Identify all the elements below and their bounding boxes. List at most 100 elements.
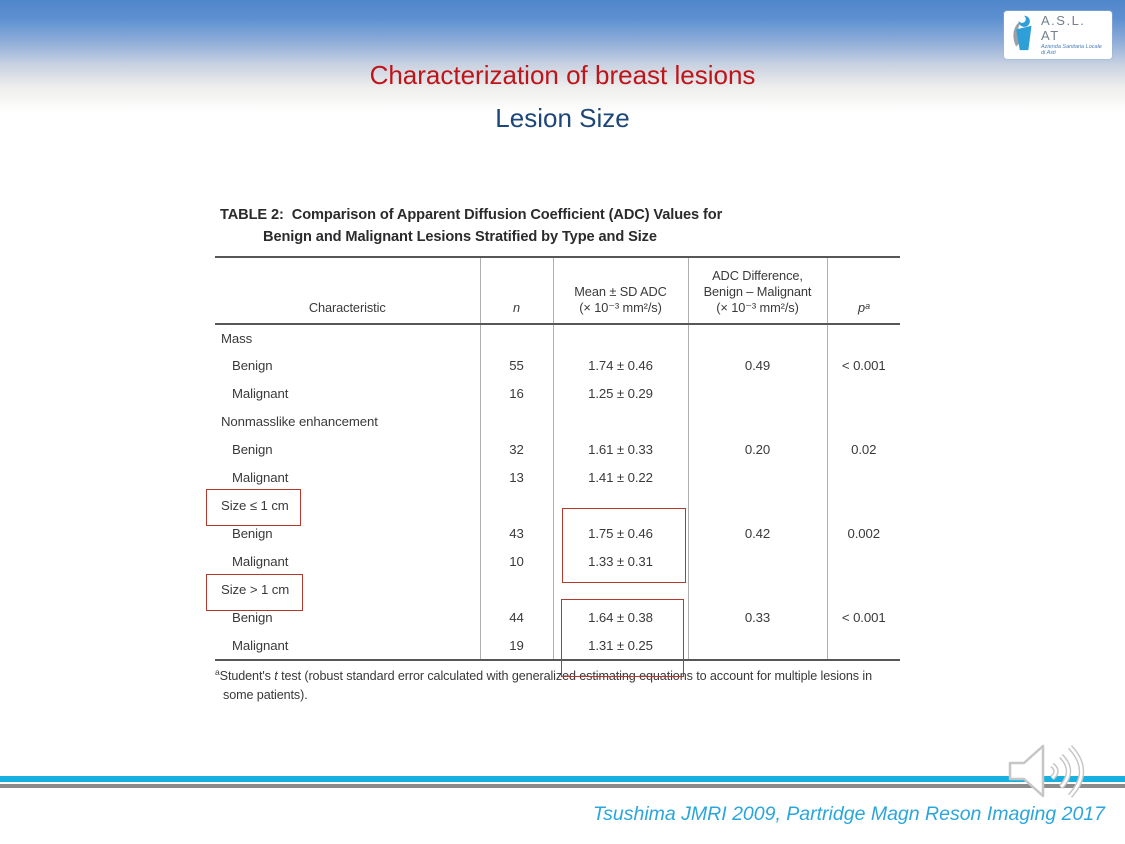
table-body: Mass Benign 55 1.74 ± 0.46 0.49 < 0.001 Malign… <box>215 323 900 660</box>
table-cell: 1.61 ± 0.33 <box>552 435 688 464</box>
table-cell: Mass <box>221 330 253 346</box>
table-cell <box>479 323 553 352</box>
logo-subtitle-2: di Asti <box>1041 49 1056 56</box>
slide-title: Characterization of breast lesions <box>369 60 756 90</box>
table-row: Malignant 19 1.31 ± 0.25 <box>215 631 900 660</box>
highlight-box-adc-small-lesions <box>562 508 686 583</box>
table-footnote: aStudent's t test (robust standard error… <box>215 666 903 705</box>
table-cell <box>687 463 827 492</box>
table-cell <box>687 547 827 576</box>
table-cell <box>826 575 900 604</box>
table-cell: Nonmasslike enhancement <box>221 414 378 430</box>
table-row: Malignant 16 1.25 ± 0.29 <box>215 379 900 408</box>
table-cell <box>687 379 827 408</box>
table-cell: Benign <box>232 610 273 626</box>
bottom-accent-line-cyan <box>0 776 1125 782</box>
table-cell: 0.42 <box>687 519 827 548</box>
table-cell: 16 <box>479 379 553 408</box>
table-cell: 1.74 ± 0.46 <box>552 351 688 380</box>
table-row: Size > 1 cm <box>215 575 900 604</box>
table-row: Nonmasslike enhancement <box>215 407 900 436</box>
table-cell: 10 <box>479 547 553 576</box>
highlight-box-size-gt-1cm <box>206 574 303 611</box>
column-header: Mean ± SD ADC (× 10⁻³ mm²/s) <box>552 256 688 325</box>
table-cell: 19 <box>479 631 553 660</box>
logo-name: A.S.L. AT <box>1041 12 1086 43</box>
citation: Tsushima JMRI 2009, Partridge Magn Reson… <box>593 803 1105 825</box>
table-cell: 1.25 ± 0.29 <box>552 379 688 408</box>
table-header-row: Characteristic n Mean ± SD ADC (× 10⁻³ mm²/… <box>215 256 900 325</box>
footnote-italic-t: t <box>274 668 278 683</box>
table-cell <box>479 575 553 604</box>
table-row: Benign 32 1.61 ± 0.33 0.20 0.02 <box>215 435 900 464</box>
table-cell: 55 <box>479 351 553 380</box>
table-cell: 1.33 ± 0.31 <box>552 547 688 576</box>
column-header: n <box>479 256 553 325</box>
table-cell: Benign <box>232 442 273 458</box>
table-cell: 0.20 <box>687 435 827 464</box>
table-cell: < 0.001 <box>826 603 900 632</box>
slide-subtitle: Lesion Size <box>495 103 630 133</box>
table-row: Benign 43 1.75 ± 0.46 0.42 0.002 <box>215 519 900 548</box>
table-cell: Size ≤ 1 cm <box>221 498 289 514</box>
footnote-text-rest: test (robust standard error calculated w… <box>223 668 872 702</box>
table-row: Malignant 10 1.33 ± 0.31 <box>215 547 900 576</box>
table-cell: 0.33 <box>687 603 827 632</box>
table-cell: Malignant <box>232 470 289 486</box>
table-cell <box>552 323 688 352</box>
table-cell: Benign <box>232 526 273 542</box>
table-cell: Size > 1 cm <box>221 582 290 598</box>
table-cell: 44 <box>479 603 553 632</box>
table-cell <box>826 379 900 408</box>
bottom-accent-line-gray <box>0 784 1125 788</box>
table-figure: TABLE 2: Comparison of Apparent Diffusion… <box>215 205 910 705</box>
logo-subtitle-1: Azienda Sanitaria Locale <box>1041 43 1102 50</box>
caption-label: TABLE 2: <box>220 207 284 223</box>
table-cell <box>826 463 900 492</box>
table-row: Size ≤ 1 cm <box>215 491 900 520</box>
table-row: Mass <box>215 323 900 352</box>
table-cell: Malignant <box>232 637 289 653</box>
table-cell: 32 <box>479 435 553 464</box>
table-cell <box>687 575 827 604</box>
table-cell: 1.64 ± 0.38 <box>552 603 688 632</box>
table-cell: 0.02 <box>826 435 900 464</box>
table-row: Malignant 13 1.41 ± 0.22 <box>215 463 900 492</box>
table-cell <box>826 547 900 576</box>
header-gradient-band <box>0 0 1125 112</box>
table-cell: Malignant <box>232 554 289 570</box>
table-cell: 0.002 <box>826 519 900 548</box>
highlight-box-adc-large-lesions <box>561 599 684 677</box>
table-cell: 1.31 ± 0.25 <box>552 631 688 660</box>
table-cell <box>479 407 553 436</box>
table-cell: 43 <box>479 519 553 548</box>
column-header: pᵃ <box>826 256 900 325</box>
table-cell <box>687 491 827 520</box>
table-cell: < 0.001 <box>826 351 900 380</box>
table-cell: 0.49 <box>687 351 827 380</box>
column-header: ADC Difference, Benign – Malignant (× 10⁻³… <box>687 256 827 325</box>
caption-line-2: Benign and Malignant Lesions Stratified … <box>263 228 657 245</box>
table-row: Benign 44 1.64 ± 0.38 0.33 < 0.001 <box>215 603 900 632</box>
table-cell <box>687 323 827 352</box>
footnote-superscript: a <box>215 666 220 677</box>
table-caption: TABLE 2: Comparison of Apparent Diffusion… <box>215 205 910 249</box>
table-cell: Benign <box>232 358 273 374</box>
table-cell <box>826 323 900 352</box>
table-cell: 1.75 ± 0.46 <box>552 519 688 548</box>
table-cell <box>687 631 827 660</box>
table-cell <box>552 491 688 520</box>
logo-figure-icon <box>1009 14 1036 57</box>
table-cell <box>826 407 900 436</box>
table-row: Benign 55 1.74 ± 0.46 0.49 < 0.001 <box>215 351 900 380</box>
speaker-icon[interactable] <box>1000 738 1105 809</box>
column-header: Characteristic <box>215 256 480 325</box>
table-cell <box>479 491 553 520</box>
table-cell: Malignant <box>232 386 289 402</box>
table-cell: 13 <box>479 463 553 492</box>
footnote-text: Student's <box>219 668 275 683</box>
asl-at-logo: A.S.L. AT Azienda Sanitaria Locale di As… <box>1004 11 1112 59</box>
adc-table: Characteristic n Mean ± SD ADC (× 10⁻³ mm²/… <box>215 255 900 661</box>
table-cell <box>687 407 827 436</box>
